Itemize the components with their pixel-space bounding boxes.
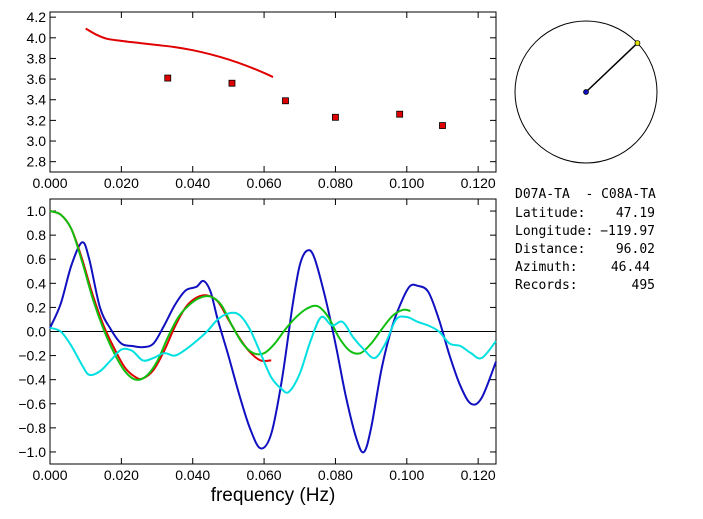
bottom-y-tick-label: −0.2 <box>18 348 46 364</box>
bottom-y-tick-label: 0.8 <box>27 227 47 243</box>
bottom-x-tick-label: 0.100 <box>389 467 424 483</box>
station-pair-label: D07A-TA - C08A-TA <box>515 187 656 202</box>
top-x-tick-label: 0.120 <box>461 175 496 191</box>
top-plot-frame <box>49 11 497 173</box>
azimuth-line <box>585 42 638 93</box>
bottom-x-tick-label: 0.120 <box>461 467 496 483</box>
bottom-x-tick-label: 0.020 <box>104 467 139 483</box>
bottom-y-tick-label: 0.0 <box>27 324 47 340</box>
top-y-tick-label: 4.2 <box>27 9 47 25</box>
top-y-tick-label: 3.6 <box>27 71 47 87</box>
top-x-tick-label: 0.080 <box>318 175 353 191</box>
station-center-dot <box>583 89 589 95</box>
azimuth-end-dot <box>634 40 641 46</box>
latitude-value: 47.19 <box>616 206 655 221</box>
top-data-point <box>439 122 446 129</box>
x-axis-label: frequency (Hz) <box>211 485 336 506</box>
azimuth-diagram <box>514 20 658 164</box>
bottom-y-tick-label: −0.8 <box>18 420 46 436</box>
top-data-point <box>332 113 339 121</box>
bottom-y-tick-label: 0.6 <box>27 251 47 267</box>
azimuth-label: Azimuth: <box>515 260 578 275</box>
records-value: 495 <box>632 278 655 293</box>
latitude-label: Latitude: <box>515 206 585 221</box>
top-y-tick-label: 3.8 <box>27 50 47 66</box>
top-series-line-0 <box>85 27 274 78</box>
bottom-series-line-2 <box>49 210 411 381</box>
azimuth-value: 46.44 <box>611 260 650 275</box>
top-data-point <box>228 79 236 87</box>
top-y-tick-label: 2.8 <box>27 154 47 170</box>
top-x-tick-label: 0.000 <box>32 175 67 191</box>
top-x-tick-label: 0.060 <box>247 175 282 191</box>
bottom-y-tick-label: 0.4 <box>27 275 47 291</box>
top-data-point <box>396 110 404 118</box>
phase-velocity-panel: 0.000 0.020 0.040 0.060 0.080 0.100 0.120 2.8 3.… <box>27 9 497 191</box>
bottom-x-tick-label: 0.000 <box>32 467 67 483</box>
top-y-tick-label: 4.0 <box>27 30 47 46</box>
azimuth-circle <box>514 20 658 164</box>
bottom-y-tick-label: 1.0 <box>27 203 47 219</box>
bottom-y-tick-label: −1.0 <box>18 444 46 460</box>
bottom-y-tick-label: −0.4 <box>18 372 46 388</box>
longitude-label: Longitude: <box>515 224 593 239</box>
top-x-tick-label: 0.100 <box>389 175 424 191</box>
bottom-series-line-0 <box>49 241 497 454</box>
coherence-panel: 0.000 0.020 0.040 0.060 0.080 0.100 0.120 −1.0 −… <box>18 198 497 506</box>
bottom-series-line-3 <box>49 311 497 394</box>
records-label: Records: <box>515 278 578 293</box>
top-y-tick-label: 3.2 <box>27 112 47 128</box>
bottom-y-tick-label: −0.6 <box>18 396 46 412</box>
longitude-value: −119.97 <box>600 224 655 239</box>
bottom-y-tick-label: 0.2 <box>27 299 47 315</box>
top-data-point <box>164 74 172 82</box>
top-y-tick-label: 3.4 <box>27 92 47 108</box>
distance-value: 96.02 <box>616 242 655 257</box>
bottom-x-tick-label: 0.060 <box>247 467 282 483</box>
top-data-point <box>282 97 289 105</box>
distance-label: Distance: <box>515 242 585 257</box>
station-info: D07A-TA - C08A-TA Latitude: 47.19 Longit… <box>515 187 656 293</box>
top-x-tick-label: 0.020 <box>104 175 139 191</box>
top-y-tick-label: 3.0 <box>27 133 47 149</box>
top-x-tick-label: 0.040 <box>175 175 210 191</box>
bottom-x-tick-label: 0.040 <box>175 467 210 483</box>
bottom-x-tick-label: 0.080 <box>318 467 353 483</box>
